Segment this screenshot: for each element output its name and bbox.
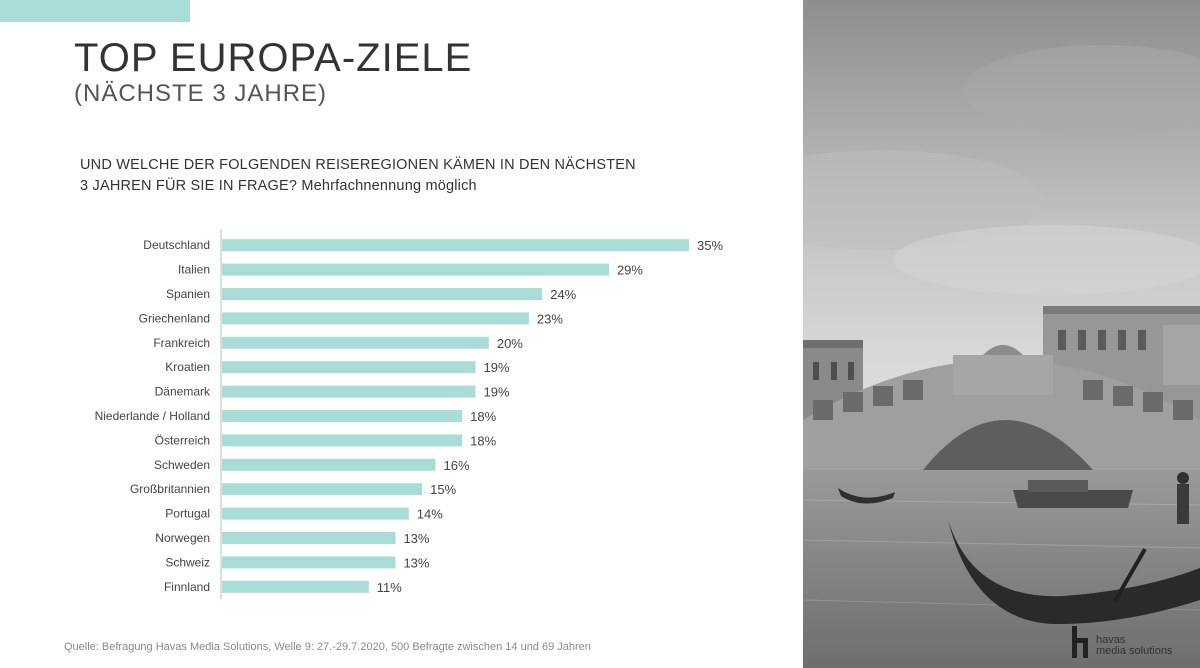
- page-title: TOP EUROPA-ZIELE: [74, 36, 473, 80]
- category-label: Schweden: [154, 458, 210, 472]
- bar: [222, 580, 369, 593]
- bar: [222, 288, 543, 300]
- data-label: 15%: [430, 482, 456, 497]
- bar: [222, 239, 689, 252]
- page-subtitle: (NÄCHSTE 3 JAHRE): [74, 80, 328, 107]
- bar: [222, 483, 423, 496]
- bar: [222, 263, 609, 276]
- havas-logo-line-2: media solutions: [1096, 645, 1173, 657]
- category-label: Niederlande / Holland: [95, 409, 210, 423]
- bar: [222, 532, 396, 544]
- data-label: 24%: [550, 287, 576, 302]
- bar: [222, 312, 529, 325]
- venice-rialto-bridge-photo: [803, 0, 1200, 668]
- accent-bar: [0, 0, 190, 22]
- bar: [222, 361, 476, 374]
- data-label: 35%: [697, 238, 723, 253]
- survey-question: UND WELCHE DER FOLGENDEN REISEREGIONEN K…: [80, 155, 636, 197]
- bar: [222, 410, 463, 422]
- bar: [222, 458, 436, 471]
- category-label: Spanien: [166, 287, 210, 301]
- data-label: 11%: [377, 580, 402, 595]
- survey-question-line-1: UND WELCHE DER FOLGENDEN REISEREGIONEN K…: [80, 157, 636, 173]
- havas-logo-mark-icon: [1072, 626, 1088, 658]
- data-label: 14%: [417, 507, 443, 522]
- havas-logo-text: havas media solutions: [1096, 635, 1172, 657]
- bar-chart: Deutschland 35% Italien 29% Spanien 24% Griech…: [95, 229, 723, 599]
- data-label: 18%: [470, 433, 496, 448]
- data-label: 20%: [497, 336, 523, 351]
- data-label: 16%: [443, 458, 469, 473]
- category-label: Dänemark: [155, 385, 211, 399]
- category-label: Norwegen: [155, 531, 210, 545]
- survey-question-line-2: 3 JAHREN FÜR SIE IN FRAGE? Mehrfachnennu…: [80, 178, 477, 194]
- category-label: Griechenland: [139, 311, 210, 325]
- category-label: Portugal: [165, 507, 210, 521]
- category-label: Schweiz: [165, 555, 210, 569]
- bar: [222, 507, 409, 520]
- bar: [222, 336, 489, 349]
- havas-logo: havas media solutions: [1072, 626, 1196, 662]
- data-label: 19%: [484, 385, 510, 400]
- category-label: Frankreich: [153, 336, 210, 350]
- bar: [222, 385, 476, 398]
- havas-logo-line-1: havas: [1096, 634, 1126, 646]
- category-label: Großbritannien: [130, 482, 210, 496]
- category-label: Deutschland: [143, 238, 210, 252]
- category-label: Österreich: [155, 433, 210, 447]
- source-note: Quelle: Befragung Havas Media Solutions,…: [64, 641, 591, 653]
- bar: [222, 556, 396, 569]
- data-label: 23%: [537, 311, 563, 326]
- data-label: 13%: [403, 555, 429, 570]
- data-label: 29%: [617, 263, 643, 278]
- category-label: Italien: [178, 263, 210, 277]
- data-label: 18%: [470, 409, 496, 424]
- data-label: 19%: [484, 360, 510, 375]
- data-label: 13%: [403, 531, 429, 546]
- category-label: Kroatien: [165, 360, 210, 374]
- bar: [222, 434, 463, 447]
- category-label: Finnland: [164, 580, 210, 594]
